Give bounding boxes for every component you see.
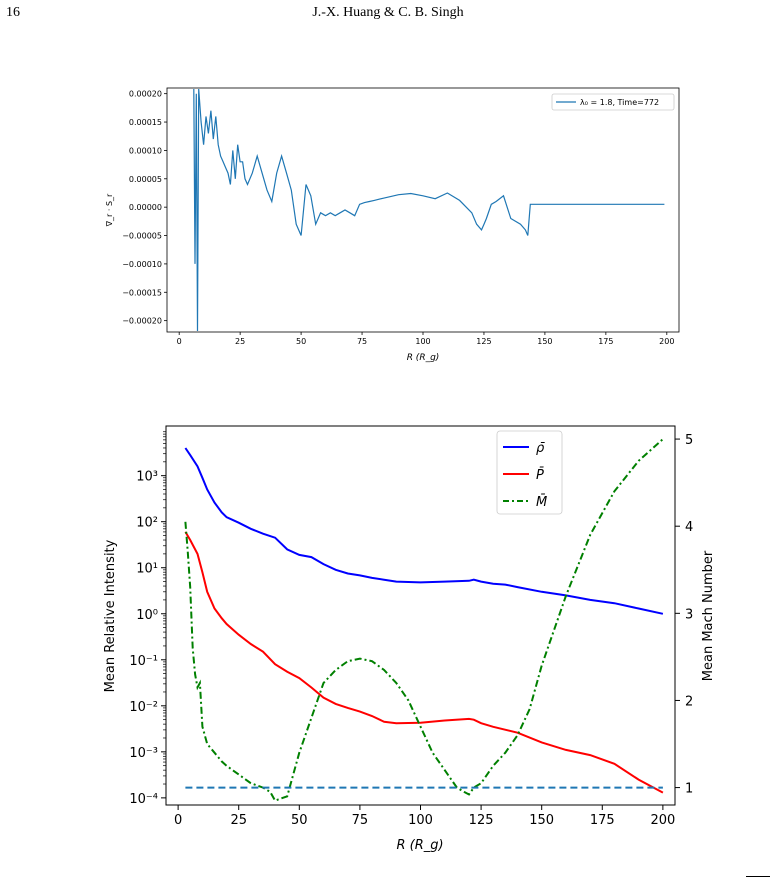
bottom-series-group	[184, 438, 664, 802]
bottom-y-tick-label: 10⁰	[136, 608, 158, 623]
page-number: 16	[6, 5, 20, 20]
top-y-tick-label: 0.00010	[129, 146, 162, 155]
bottom-y2-tick-label: 5	[685, 433, 693, 448]
bottom-y-tick-label: 10⁻⁴	[129, 792, 158, 807]
top-x-tick-label: 50	[296, 337, 306, 346]
footer-rule	[746, 876, 770, 877]
bottom-x-tick-label: 50	[291, 813, 308, 828]
bottom-legend: ρ̄ P̄ M̄	[496, 430, 563, 515]
top-y-tick-label: 0.00020	[129, 90, 162, 99]
top-series-line	[193, 88, 665, 332]
density-line	[184, 447, 664, 615]
bottom-y-tick-label: 10¹	[136, 562, 158, 577]
top-x-tick-label: 200	[659, 337, 674, 346]
top-x-axis: 0 25 50 75 100 125 150 175 200	[177, 332, 674, 346]
bottom-y2-axis-label: Mean Mach Number	[701, 550, 716, 681]
pressure-line	[184, 531, 664, 794]
bottom-x-tick-label: 150	[529, 813, 554, 828]
top-x-tick-label: 175	[598, 337, 613, 346]
bottom-intensity-chart: 0 25 50 75 100 125 150 175 200 10⁻⁴10⁻³10⁻²10⁻¹1…	[103, 425, 716, 853]
bottom-y-tick-label: 10⁻¹	[129, 654, 158, 669]
bottom-y2-tick-label: 3	[685, 607, 693, 622]
top-legend-label: λ₀ = 1.8, Time=772	[580, 98, 659, 107]
legend-label-pressure: P̄	[536, 468, 544, 483]
top-x-tick-label: 25	[235, 337, 245, 346]
running-head: J.-X. Huang & C. B. Singh	[312, 5, 464, 20]
top-y-tick-label: 0.00015	[129, 118, 162, 127]
bottom-plot-frame	[165, 425, 676, 806]
top-x-tick-label: 75	[357, 337, 367, 346]
bottom-x-tick-label: 125	[469, 813, 494, 828]
top-y-tick-label: −0.00020	[122, 317, 162, 326]
top-y-tick-label: 0.00000	[129, 203, 162, 212]
legend-label-density: ρ̄	[536, 441, 545, 456]
bottom-y-tick-label: 10⁻³	[129, 746, 158, 761]
top-x-tick-label: 150	[537, 337, 552, 346]
bottom-x-axis-label: R (R_g)	[396, 838, 443, 853]
top-x-tick-label: 0	[177, 337, 182, 346]
top-y-tick-label: −0.00010	[122, 260, 162, 269]
bottom-x-tick-label: 200	[650, 813, 675, 828]
top-y-tick-label: 0.00005	[129, 175, 162, 184]
bottom-y2-tick-label: 2	[685, 694, 693, 709]
top-x-tick-label: 100	[415, 337, 430, 346]
bottom-x-tick-label: 0	[174, 813, 182, 828]
bottom-y-tick-label: 10²	[136, 516, 158, 531]
top-divergence-chart: 0 25 50 75 100 125 150 175 200 0.000200.000150.0…	[105, 87, 680, 363]
bottom-y2-tick-label: 4	[685, 520, 693, 535]
bottom-x-axis: 0 25 50 75 100 125 150 175 200	[174, 805, 675, 828]
top-y-axis-label: ∇_r · S_r	[105, 193, 114, 227]
bottom-x-tick-label: 175	[590, 813, 615, 828]
top-y-tick-label: −0.00015	[122, 288, 162, 297]
bottom-x-tick-label: 25	[230, 813, 247, 828]
bottom-x-tick-label: 100	[408, 813, 433, 828]
bottom-y-tick-label: 10⁻²	[129, 700, 158, 715]
top-x-axis-label: R (R_g)	[407, 353, 440, 363]
bottom-y-axis-label: Mean Relative Intensity	[103, 539, 118, 692]
bottom-y-axis-right: 1 2 3 4 5	[675, 433, 693, 797]
bottom-y2-tick-label: 1	[685, 782, 693, 797]
top-y-tick-label: −0.00005	[122, 232, 162, 241]
bottom-x-tick-label: 75	[352, 813, 369, 828]
top-x-tick-label: 125	[476, 337, 491, 346]
top-plot-frame	[166, 87, 680, 333]
bottom-y-tick-label: 10³	[136, 470, 158, 485]
bottom-y-axis-left: 10⁻⁴ 10⁻³ 10⁻² 10⁻¹ 10⁰ 10¹ 10² 10³	[129, 431, 166, 807]
legend-label-mach: M̄	[536, 495, 547, 510]
top-y-axis: 0.00020 0.00015 0.00010 0.00005 0.00000 −0.00…	[122, 90, 167, 326]
top-legend: λ₀ = 1.8, Time=772	[551, 93, 675, 111]
